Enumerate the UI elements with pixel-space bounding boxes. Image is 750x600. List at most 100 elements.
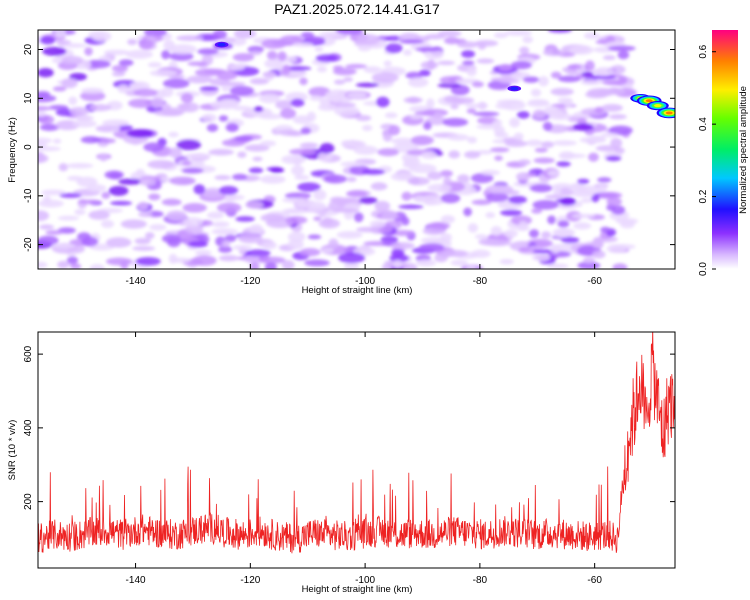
heatmap-cell xyxy=(606,197,622,206)
heatmap-cell xyxy=(380,212,398,220)
heatmap-cell xyxy=(583,256,595,264)
heatmap-cell xyxy=(450,104,459,110)
heatmap-cell xyxy=(316,66,328,73)
heatmap-cell xyxy=(480,169,501,176)
heatmap-cell xyxy=(309,95,323,101)
heatmap-cell xyxy=(199,86,219,91)
heatmap-cell xyxy=(580,79,603,86)
heatmap-cell xyxy=(516,110,530,119)
heatmap-cell xyxy=(363,66,382,74)
heatmap-cell xyxy=(442,249,468,257)
heatmap-cell xyxy=(440,233,452,243)
heatmap-cell xyxy=(138,211,153,218)
heatmap-cell xyxy=(477,42,487,50)
snr-series-line xyxy=(38,332,675,554)
heatmap-cell xyxy=(542,49,565,57)
heatmap-cell xyxy=(181,167,204,174)
heatmap-cell xyxy=(336,30,363,35)
heatmap-cell xyxy=(426,98,435,109)
heatmap-cell xyxy=(237,151,247,158)
heatmap-cell xyxy=(427,171,443,181)
heatmap-cell xyxy=(493,32,508,39)
heatmap-cell xyxy=(237,233,263,244)
heatmap-cell xyxy=(135,168,145,177)
heatmap-cell xyxy=(261,38,287,49)
heatmap-cell xyxy=(219,185,239,195)
heatmap-cell xyxy=(510,215,533,226)
heatmap-cell xyxy=(538,76,549,87)
heatmap-cell xyxy=(287,239,304,250)
heatmap-cell xyxy=(154,109,182,117)
heatmap-cell xyxy=(361,168,385,175)
heatmap-cell xyxy=(605,155,622,162)
heatmap-cell xyxy=(147,159,176,169)
heatmap-cell xyxy=(110,123,121,133)
heatmap-cell xyxy=(519,46,530,55)
heatmap-cell xyxy=(208,148,234,156)
heatmap-cell xyxy=(581,71,594,78)
heatmap-cell xyxy=(478,238,499,246)
spectrogram-y-tick-label: 0 xyxy=(23,144,34,150)
heatmap-cell xyxy=(206,123,219,132)
heatmap-cell xyxy=(282,64,291,75)
heatmap-cell xyxy=(528,229,540,238)
heatmap-cell xyxy=(421,151,438,160)
heatmap-cell xyxy=(245,201,264,209)
heatmap-cell xyxy=(110,200,133,206)
heatmap-cell xyxy=(261,241,278,250)
heatmap-cell xyxy=(358,196,378,204)
snr-y-ticks: 200 400 600 xyxy=(23,345,675,510)
heatmap-cell xyxy=(39,224,55,230)
heatmap-cell xyxy=(492,119,503,127)
heatmap-cell xyxy=(334,105,360,117)
heatmap-cell xyxy=(513,132,524,141)
heatmap-cell xyxy=(546,263,569,269)
snr-y-axis-label: SNR (10 * v/v) xyxy=(7,420,18,481)
heatmap-cell xyxy=(200,219,213,227)
heatmap-cell xyxy=(504,229,518,238)
heatmap-cell xyxy=(307,234,322,240)
heatmap-cell xyxy=(54,30,66,38)
heatmap-cell xyxy=(281,154,307,165)
heatmap-cell xyxy=(42,46,67,56)
heatmap-cell xyxy=(557,97,571,104)
heatmap-cell xyxy=(558,203,577,210)
heatmap-cell xyxy=(547,30,572,33)
heatmap-cell xyxy=(99,153,108,162)
heatmap-cell xyxy=(608,125,633,136)
heatmap-cell xyxy=(118,59,134,67)
heatmap-cell xyxy=(168,131,179,138)
heatmap-cell xyxy=(597,88,626,95)
heatmap-cell xyxy=(89,263,105,269)
heatmap-cell xyxy=(259,93,281,104)
heatmap-cell xyxy=(494,131,509,138)
heatmap-cell xyxy=(332,102,357,108)
heatmap-cell xyxy=(127,38,138,46)
heatmap-cell xyxy=(369,220,386,228)
heatmap-cell xyxy=(148,193,161,201)
heatmap-cell xyxy=(61,55,84,65)
heatmap-cell xyxy=(532,109,546,119)
heatmap-cell xyxy=(399,39,424,44)
heatmap-cell xyxy=(166,210,187,221)
heatmap-cell xyxy=(457,174,470,184)
heatmap-cell xyxy=(51,243,76,249)
heatmap-cell xyxy=(374,200,391,212)
heatmap-cell xyxy=(471,199,492,206)
heatmap-cell xyxy=(568,184,587,193)
heatmap-cell xyxy=(317,152,333,162)
heatmap-cell xyxy=(182,202,207,213)
heatmap-cell xyxy=(560,153,587,159)
heatmap-cell xyxy=(347,140,367,148)
heatmap-cell xyxy=(404,263,418,269)
heatmap-cell xyxy=(353,212,364,223)
spectrogram-x-tick-label: -80 xyxy=(473,276,488,287)
heatmap-cell xyxy=(248,167,264,174)
snr-frame xyxy=(37,331,676,569)
heatmap-cell xyxy=(103,49,130,56)
heatmap-cell xyxy=(333,79,346,85)
heatmap-cell xyxy=(249,50,262,56)
heatmap-cell xyxy=(600,226,611,233)
heatmap-cell xyxy=(447,134,469,141)
